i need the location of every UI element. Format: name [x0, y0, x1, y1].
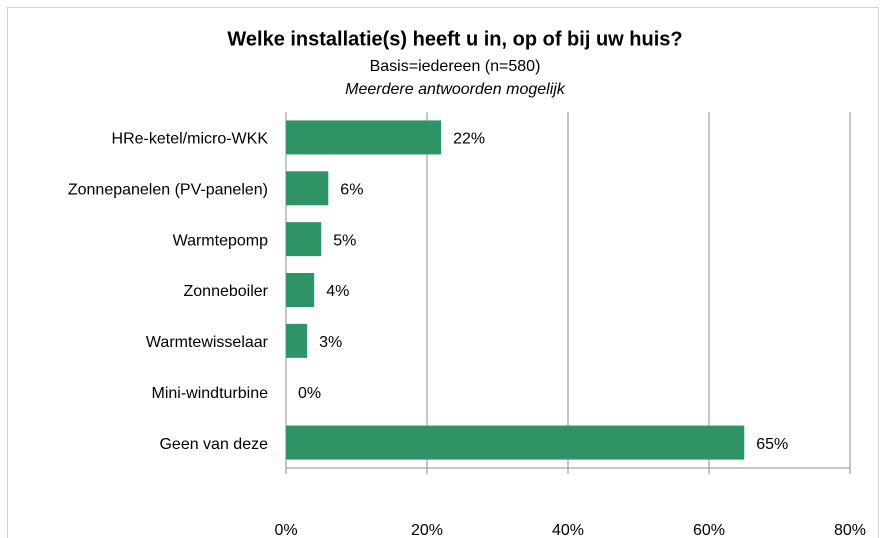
y-tick-label: Warmtewisselaar [146, 334, 269, 351]
bar [286, 273, 315, 307]
data-label: 5% [333, 232, 356, 249]
chart-title: Welke installatie(s) heeft u in, op of b… [227, 28, 682, 50]
chart-frame [7, 7, 879, 538]
x-tick-label: 80% [834, 522, 866, 538]
bar [286, 171, 329, 206]
x-tick-label: 60% [693, 522, 725, 538]
x-tick-label: 0% [274, 522, 297, 538]
y-tick-label: Geen van deze [159, 436, 268, 453]
data-label: 65% [756, 436, 788, 453]
bar [286, 323, 308, 358]
x-tick-label: 40% [552, 522, 584, 538]
y-tick-label: Zonneboiler [184, 283, 269, 300]
bar [286, 425, 745, 460]
y-tick-label: Warmtepomp [173, 232, 269, 249]
data-label: 22% [453, 131, 485, 148]
bar [286, 120, 442, 155]
data-label: 0% [298, 385, 321, 402]
x-tick-label: 20% [411, 522, 443, 538]
chart-subtitle: Basis=iedereen (n=580) [370, 58, 541, 75]
y-tick-label: Zonnepanelen (PV-panelen) [68, 182, 268, 199]
y-tick-label: Mini-windturbine [152, 385, 269, 402]
y-tick-label: HRe-ketel/micro-WKK [112, 131, 269, 148]
data-label: 4% [326, 283, 349, 300]
data-label: 6% [340, 182, 363, 199]
chart-note: Meerdere antwoorden mogelijk [345, 81, 566, 98]
bar [286, 222, 322, 257]
data-label: 3% [319, 334, 342, 351]
